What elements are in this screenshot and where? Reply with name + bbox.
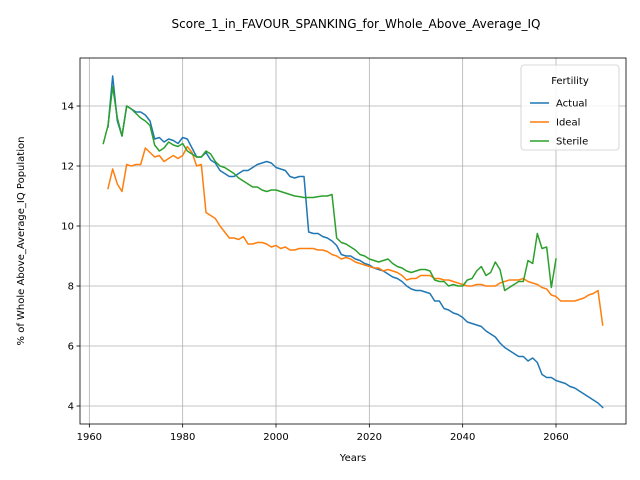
series-line-ideal — [107, 145, 604, 326]
y-tick-label: 10 — [61, 222, 74, 233]
y-tick-label: 8 — [68, 282, 74, 293]
legend-label-actual: Actual — [556, 99, 587, 110]
series-lines — [102, 75, 604, 409]
chart-title: Score_1_in_FAVOUR_SPANKING_for_Whole_Abo… — [172, 17, 541, 31]
x-axis-label: Years — [339, 453, 366, 464]
x-tick-label: 1980 — [170, 432, 195, 443]
legend-title: Fertility — [551, 76, 589, 87]
series-line-sterile — [102, 85, 557, 292]
x-tick-label: 2020 — [357, 432, 382, 443]
legend-label-ideal: Ideal — [556, 118, 580, 129]
plot-frame — [79, 57, 627, 425]
y-tick-label: 4 — [68, 402, 74, 413]
y-tick-label: 6 — [68, 342, 74, 353]
legend-items: Actual Ideal Sterile — [530, 99, 588, 148]
x-tick-label: 2040 — [450, 432, 475, 443]
x-tick-label: 2000 — [263, 432, 288, 443]
grid-lines — [80, 58, 626, 424]
legend-box — [520, 64, 620, 151]
series-line-actual — [107, 75, 604, 409]
y-axis-label: % of Whole Above_Average_IQ Population — [16, 137, 27, 346]
x-tick-label: 1960 — [77, 432, 102, 443]
y-tick-label: 14 — [61, 102, 74, 113]
y-axis-ticks: 4 6 8 10 12 14 — [61, 102, 80, 413]
legend: Fertility Actual Ideal Sterile — [520, 64, 620, 151]
legend-label-sterile: Sterile — [556, 137, 588, 148]
y-tick-label: 12 — [61, 162, 74, 173]
x-tick-label: 2060 — [543, 432, 568, 443]
x-axis-ticks: 1960 1980 2000 2020 2040 2060 — [77, 424, 569, 443]
